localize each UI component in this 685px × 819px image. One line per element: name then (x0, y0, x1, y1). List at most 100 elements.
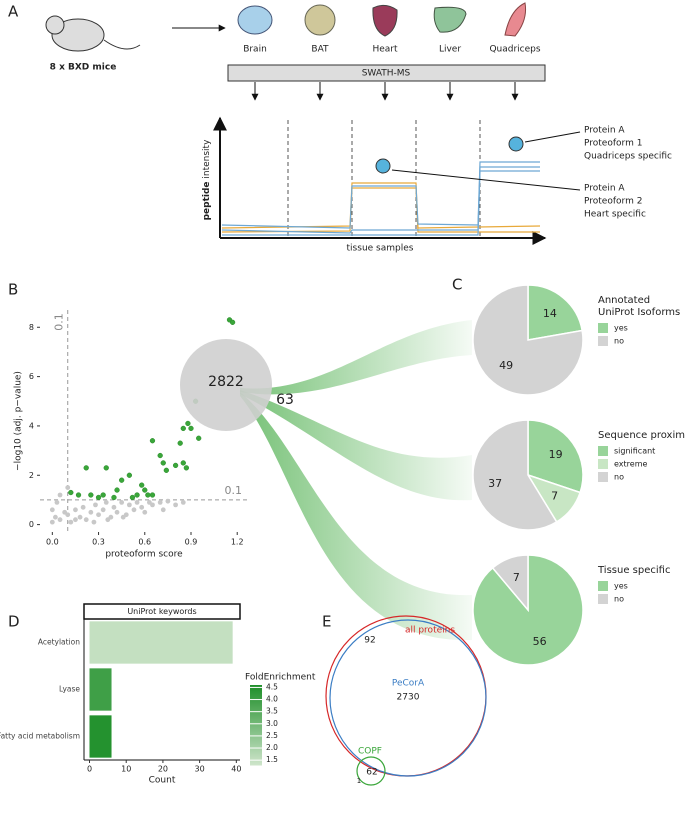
colorbar-step (250, 727, 262, 730)
callout: Proteoform 1 (584, 139, 642, 149)
colorbar-step (250, 687, 262, 690)
point (188, 425, 194, 432)
colorbar-step (250, 701, 262, 704)
point (103, 500, 109, 505)
point (114, 487, 120, 493)
colorbar-step (250, 693, 262, 696)
point (93, 502, 98, 508)
colorbar-step (250, 755, 262, 758)
set-label: PeCorA (392, 679, 425, 689)
x-tick-label: 30 (195, 765, 205, 774)
x-tick-label: 1.2 (231, 538, 244, 547)
colorbar-title: FoldEnrichment (245, 673, 316, 683)
point (196, 435, 202, 441)
point (157, 500, 163, 505)
legend-label: no (614, 337, 624, 346)
point (180, 500, 186, 505)
point (142, 509, 148, 515)
count: 1 (357, 777, 361, 785)
intensity-plot (213, 116, 581, 245)
point (75, 492, 82, 498)
venn (325, 615, 487, 786)
point (111, 504, 117, 510)
colorbar-step (250, 753, 262, 756)
tissue-label: Heart (372, 45, 398, 55)
colorbar-step (250, 729, 262, 732)
point (77, 514, 83, 520)
slice-label: 37 (488, 477, 502, 490)
colorbar-step (250, 739, 262, 742)
mouse-icon (45, 15, 141, 52)
callout: Protein A (584, 126, 625, 136)
point (96, 512, 101, 518)
legend-title: Tissue specific (597, 565, 670, 576)
point (49, 519, 55, 525)
legend-label: significant (614, 447, 655, 456)
colorbar-step (250, 705, 262, 708)
slice-label: 19 (549, 448, 563, 461)
set-label: COPF (358, 747, 382, 757)
slice-label: 49 (499, 359, 513, 372)
y-tick-label: 8 (29, 323, 34, 332)
point (114, 509, 120, 515)
point (88, 492, 94, 498)
callout: Proteoform 2 (584, 197, 642, 207)
scatter-panel: 0.0 0.3 0.6 0.9 1.2 0 2 4 6 8 proteoform score −log… (14, 310, 294, 560)
point (126, 472, 133, 478)
point (180, 460, 186, 466)
panel-label: D (8, 613, 20, 631)
point (149, 492, 156, 498)
point (157, 452, 163, 459)
facet-title: UniProt keywords (127, 607, 196, 616)
colorbar-step (250, 763, 262, 766)
x-tick-label: 20 (158, 765, 168, 774)
colorbar-tick-label: 2.5 (266, 731, 278, 740)
colorbar-step (250, 711, 262, 714)
x-tick-label: 0.3 (92, 538, 105, 547)
y-tick-label: Acetylation (38, 638, 80, 647)
legend-swatch (598, 323, 608, 333)
x-tick-label: 10 (121, 765, 131, 774)
point (120, 514, 126, 520)
count: 2730 (397, 693, 420, 703)
colorbar-step (250, 757, 262, 760)
point (80, 504, 86, 510)
point (126, 502, 132, 508)
colorbar-step (250, 707, 262, 710)
pie-slice (472, 419, 558, 531)
colorbar-tick-label: 1.5 (266, 755, 278, 764)
colorbar-step (250, 715, 262, 718)
mice-label: 8 x BXD mice (50, 63, 117, 73)
y-axis-label: peptide intensity (202, 139, 212, 221)
colorbar-step (250, 749, 262, 752)
y-axis-label-rest: intensity (202, 139, 212, 179)
point (172, 462, 179, 469)
point (83, 517, 89, 523)
x-axis-label: tissue samples (347, 244, 414, 254)
point (111, 494, 117, 501)
point (65, 512, 71, 518)
colorbar-step (250, 685, 262, 688)
legend-swatch (598, 336, 608, 346)
point (54, 500, 60, 505)
colorbar-tick-label: 3.5 (266, 707, 278, 716)
slice-label: 7 (551, 489, 558, 502)
panel-label: A (8, 3, 19, 21)
slice-label: 56 (533, 635, 547, 648)
legend-label: no (614, 595, 624, 604)
x-tick-label: 0 (87, 765, 92, 774)
set-circle (356, 756, 386, 786)
colorbar-step (250, 743, 262, 746)
colorbar-step (250, 697, 262, 700)
organ-icons (237, 2, 526, 37)
point (53, 514, 58, 520)
panel-label: C (452, 276, 462, 294)
colorbar-step (250, 691, 262, 694)
tissue-label: BAT (311, 45, 329, 55)
point (180, 425, 186, 432)
tissue-label: Quadriceps (489, 45, 540, 55)
point (183, 465, 190, 471)
count: 62 (366, 768, 377, 778)
